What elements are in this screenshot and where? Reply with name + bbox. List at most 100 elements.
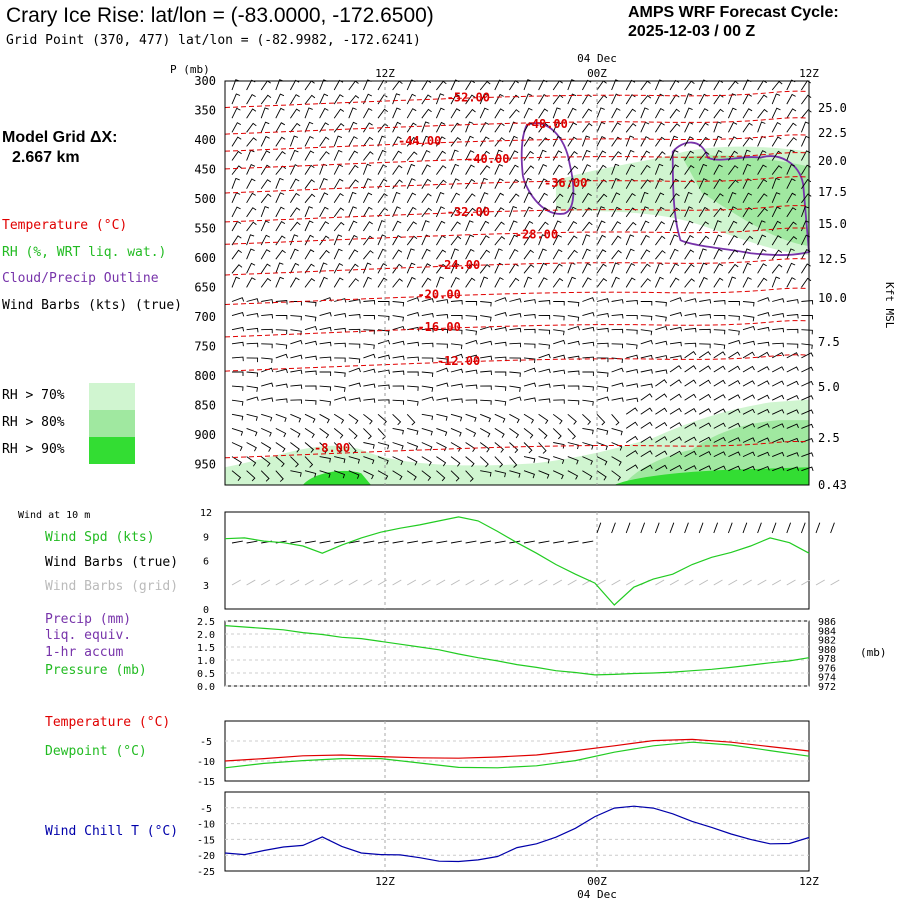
wind-barb [713,121,722,133]
wind-barb [406,221,417,232]
wind-barb [669,79,680,91]
wind-barb [669,312,683,317]
grid-wind-barb [290,579,300,586]
wind-barb [771,351,785,359]
wind-barb [275,329,288,335]
wind-barb [246,108,257,119]
wind-barb [275,442,286,453]
wind-barb [801,352,814,359]
wind-barb [465,150,475,161]
wind-barb [801,178,812,189]
wind-barb [231,264,243,274]
wind-barb [304,249,315,260]
true-wind-barb [640,522,646,534]
pressure-tick-label: 600 [194,251,216,265]
wind-barb [786,149,795,161]
wind-barb [625,450,638,457]
wind-barb [669,178,680,189]
wind-barb [465,193,476,204]
wind-barb [567,301,580,307]
wind-barb [684,121,694,133]
wind-barb [742,315,755,322]
wind-barb [655,464,668,472]
isotherm-label: -44.00 [398,134,441,148]
wind-barb [772,342,784,348]
wind-barb [801,409,814,415]
wind-barb [611,107,621,119]
wind-barb [392,278,403,288]
wind-barb [771,235,782,246]
wind-barb [640,150,651,161]
wind-barb [698,163,708,175]
wind-barb [304,399,317,405]
wind-barb [655,355,668,360]
wind-barb [290,428,301,438]
wind-barb [479,192,489,203]
wind-barb [786,452,799,458]
grid-wind-barb [377,579,387,586]
wind-barb [800,135,810,147]
wind-barb [377,384,390,389]
wind-barb [231,456,242,467]
wind-barbs-true-label: Wind Barbs (true) [45,555,179,570]
wind-barb [436,80,447,91]
kft-tick-label: 10.0 [818,291,847,305]
wind-barb [625,79,636,91]
wind-barb [757,408,770,415]
temp-tick-label: -5 [200,737,212,748]
wind-barb [684,350,697,359]
wind-barb [727,192,737,203]
wind-barb [260,135,270,147]
wind-barb [494,341,507,347]
wind-barb [772,409,785,415]
wind-barb [436,357,448,364]
wind-barb [582,312,595,317]
wind-barb [508,135,518,147]
wind-barb [246,298,259,303]
wind-barb [523,456,536,463]
wind-barb [407,312,420,317]
wind-barb [669,326,683,332]
wind-barb [392,80,403,91]
wind-barb [450,427,462,437]
wind-barb [509,470,521,478]
wind-barb [786,207,797,218]
wind-barb [260,442,272,452]
wind-barb [392,427,404,435]
wind-barb [684,164,695,175]
wind-barb [640,234,650,246]
wind-barb [596,206,605,218]
wind-barb [567,136,578,147]
wind-barb [596,249,607,260]
wind-barb [407,326,420,332]
wind-barb [436,314,449,319]
wind-barb [626,354,639,360]
wind-barb [538,234,547,246]
wind-barb [407,341,420,347]
wind-barb [669,464,682,472]
wind-barb [728,315,740,321]
grid-point-info: Grid Point (370, 477) lat/lon = (-82.998… [6,33,421,48]
kft-tick-label: 17.5 [818,185,847,199]
wind-barb [275,314,288,320]
wind-barb [757,207,768,218]
true-wind-barb [553,540,565,544]
wind-barb [421,149,431,161]
wind-barb [362,262,372,274]
wind-barb [611,442,623,451]
wind-barb [684,312,697,318]
wind-barb [319,442,329,454]
wind-barb [757,341,770,347]
wind-barb [684,150,695,161]
wind-barb [757,94,768,105]
wind-barb [640,94,652,105]
wind-barb [626,397,639,403]
wind-barb [260,80,271,91]
wind-barb [669,248,679,260]
wind-barb [406,276,416,288]
legend-rh90-label: RH > 90% [2,442,65,457]
precip-tick-label: 1.0 [197,656,215,667]
wind-barb [319,93,329,105]
wind-barb [508,206,518,218]
top-tick-00z: 00Z [587,67,607,80]
